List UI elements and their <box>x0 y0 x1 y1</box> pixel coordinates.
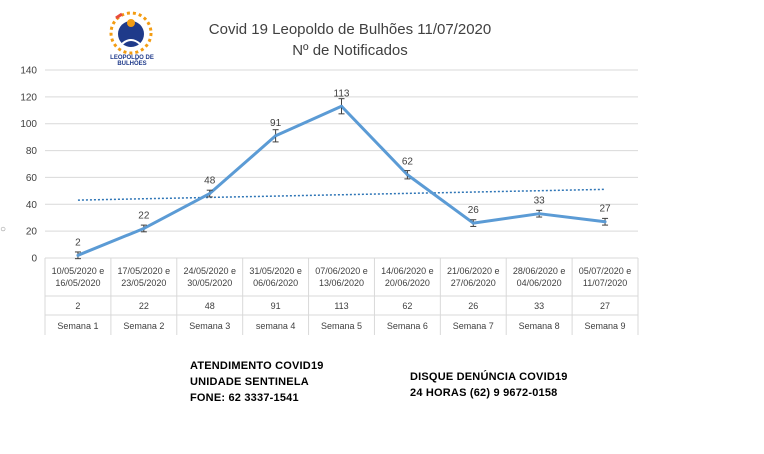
week-label: Semana 6 <box>387 321 428 331</box>
series-line <box>77 104 606 257</box>
week-label: Semana 7 <box>453 321 494 331</box>
x-category-label: 13/06/2020 <box>319 278 364 288</box>
x-category-label: 11/07/2020 <box>583 278 627 288</box>
x-category-label: 20/06/2020 <box>385 278 430 288</box>
data-point <box>603 220 607 224</box>
week-label: semana 4 <box>256 321 296 331</box>
table-value-cell: 62 <box>402 301 412 311</box>
data-point <box>340 104 343 108</box>
edge-fragment-icon: ○ <box>0 224 7 235</box>
week-label: Semana 8 <box>519 321 560 331</box>
week-label: Semana 5 <box>321 321 362 331</box>
data-point <box>76 253 80 257</box>
footer-left-line: FONE: 62 3337-1541 <box>190 392 299 404</box>
x-category-label: 23/05/2020 <box>121 278 166 288</box>
table-value-cell: 26 <box>468 301 478 311</box>
data-point <box>405 173 409 177</box>
logo-emblem-icon <box>109 11 153 55</box>
table-value-cell: 33 <box>534 301 544 311</box>
x-category-label: 28/06/2020 e <box>513 266 566 276</box>
x-category-label: 14/06/2020 e <box>381 266 434 276</box>
chart-subtitle: Nº de Notificados <box>292 42 408 59</box>
table-value-cell: 91 <box>271 301 281 311</box>
footer-sentinel-info: ATENDIMENTO COVID19 UNIDADE SENTINELA FO… <box>190 358 324 406</box>
data-point <box>537 212 541 216</box>
data-point <box>142 226 146 230</box>
y-tick-label: 20 <box>26 227 38 238</box>
footer-right-line: 24 HORAS (62) 9 9672-0158 <box>410 387 558 399</box>
data-label: 33 <box>534 196 546 207</box>
line-chart: 0 20 40 60 80 100 120 140 2 10/05/2020 e 16/05/202… <box>20 66 639 335</box>
data-point <box>471 221 475 225</box>
x-category-label: 06/06/2020 <box>253 278 298 288</box>
x-category-label: 07/06/2020 e <box>315 266 368 276</box>
table-value-cell: 22 <box>139 301 149 311</box>
week-label: Semana 2 <box>123 321 164 331</box>
y-tick-label: 100 <box>20 119 37 130</box>
logo-text: LEOPOLDO DE BULHÕES <box>110 55 154 67</box>
y-tick-label: 140 <box>20 66 37 77</box>
data-point <box>274 134 278 138</box>
footer-right-line: DISQUE DENÚNCIA COVID19 <box>410 371 568 383</box>
trendline <box>77 188 606 201</box>
logo <box>100 8 162 66</box>
footer-left-line: UNIDADE SENTINELA <box>190 376 309 388</box>
table-value-cell: 113 <box>334 301 348 311</box>
table-value-cell: 2 <box>75 301 80 311</box>
x-category-label: 16/05/2020 <box>55 278 100 288</box>
week-label: Semana 1 <box>57 321 98 331</box>
y-tick-label: 40 <box>26 200 38 211</box>
data-label: 91 <box>270 118 282 129</box>
x-category-label: 27/06/2020 <box>451 278 496 288</box>
data-point <box>208 192 212 196</box>
data-label: 48 <box>204 176 216 187</box>
x-category-label: 24/05/2020 e <box>183 266 236 276</box>
y-tick-label: 60 <box>26 173 38 184</box>
data-label: 22 <box>138 210 150 221</box>
y-tick-label: 120 <box>20 92 37 103</box>
data-label: 27 <box>599 204 611 215</box>
week-label: Semana 3 <box>189 321 230 331</box>
chart-title: Covid 19 Leopoldo de Bulhões 11/07/2020 <box>208 21 492 38</box>
week-label: Semana 9 <box>585 321 626 331</box>
x-category-label: 10/05/2020 e <box>52 266 105 276</box>
data-label: 113 <box>334 88 350 99</box>
x-category-label: 05/07/2020 e <box>579 266 632 276</box>
table-value-cell: 48 <box>205 301 215 311</box>
x-category-label: 04/06/2020 <box>517 278 562 288</box>
y-tick-label: 0 <box>31 254 37 265</box>
x-category-label: 21/06/2020 e <box>447 266 500 276</box>
x-category-label: 17/05/2020 e <box>118 266 171 276</box>
data-label: 62 <box>402 157 414 168</box>
footer-left-line: ATENDIMENTO COVID19 <box>190 360 324 372</box>
data-label: 2 <box>75 237 81 248</box>
table-value-cell: 27 <box>600 301 610 311</box>
y-tick-label: 80 <box>26 146 38 157</box>
x-category-label: 30/05/2020 <box>187 278 232 288</box>
x-category-label: 31/05/2020 e <box>249 266 302 276</box>
data-label: 26 <box>468 205 480 216</box>
footer-denuncia-info: DISQUE DENÚNCIA COVID19 24 HORAS (62) 9 … <box>410 369 568 401</box>
